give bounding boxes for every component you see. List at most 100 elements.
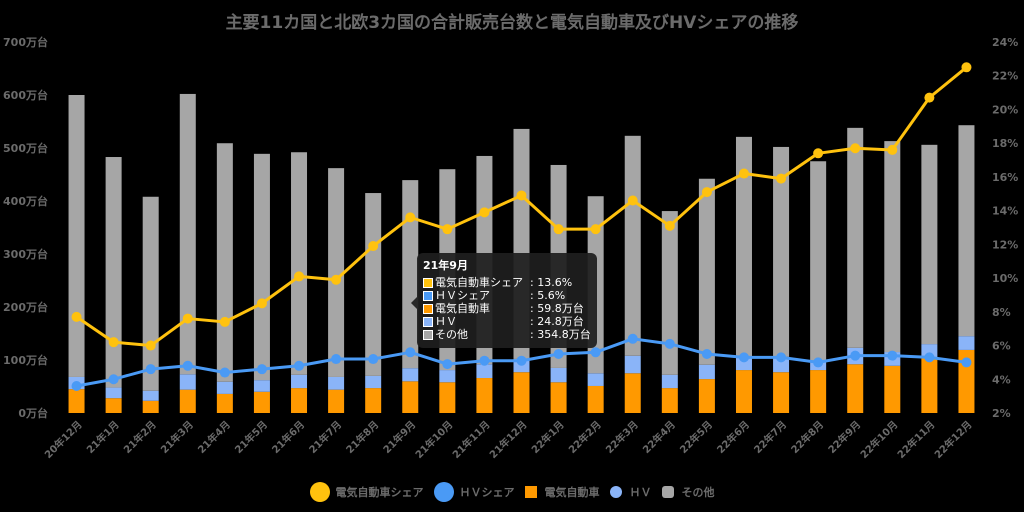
bar-ev[interactable]: [587, 385, 604, 413]
hv-share-point[interactable]: [701, 348, 712, 359]
bar-other[interactable]: [402, 180, 419, 369]
bar-other[interactable]: [253, 153, 270, 381]
legend-item-ev[interactable]: 電気自動車: [524, 484, 600, 500]
bar-other[interactable]: [847, 127, 864, 348]
bar-hv[interactable]: [550, 367, 567, 383]
ev-share-point[interactable]: [701, 187, 712, 198]
bar-other[interactable]: [735, 136, 752, 357]
bar-ev[interactable]: [291, 388, 308, 413]
bar-other[interactable]: [365, 193, 382, 376]
bar-ev[interactable]: [439, 382, 456, 413]
ev-share-point[interactable]: [71, 311, 82, 322]
bar-hv[interactable]: [105, 387, 122, 399]
ev-share-point[interactable]: [219, 316, 230, 327]
bar-ev[interactable]: [884, 365, 901, 413]
bar-ev[interactable]: [105, 398, 122, 413]
bar-hv[interactable]: [624, 355, 641, 374]
ev-share-point[interactable]: [961, 62, 972, 73]
legend-item-hv-share[interactable]: ＨＶシェア: [433, 482, 515, 502]
bar-hv[interactable]: [365, 375, 382, 389]
hv-share-point[interactable]: [405, 347, 416, 358]
bar-ev[interactable]: [661, 388, 678, 413]
bar-other[interactable]: [291, 152, 308, 375]
hv-share-point[interactable]: [182, 360, 193, 371]
hv-share-point[interactable]: [368, 354, 379, 365]
bar-ev[interactable]: [550, 382, 567, 413]
bar-ev[interactable]: [735, 370, 752, 413]
ev-share-point[interactable]: [887, 144, 898, 155]
bar-ev[interactable]: [513, 372, 530, 413]
hv-share-point[interactable]: [553, 348, 564, 359]
bar-hv[interactable]: [958, 336, 975, 350]
bar-other[interactable]: [105, 157, 122, 388]
bar-hv[interactable]: [328, 376, 345, 390]
bar-ev[interactable]: [810, 370, 827, 413]
bar-other[interactable]: [958, 125, 975, 337]
bar-ev[interactable]: [773, 372, 790, 413]
hv-share-point[interactable]: [219, 367, 230, 378]
ev-share-point[interactable]: [368, 241, 379, 252]
bar-other[interactable]: [216, 143, 233, 382]
bar-ev[interactable]: [68, 389, 85, 413]
hv-share-point[interactable]: [256, 364, 267, 375]
bar-ev[interactable]: [476, 378, 493, 413]
bar-other[interactable]: [773, 146, 790, 357]
ev-share-point[interactable]: [479, 207, 490, 218]
hv-share-point[interactable]: [516, 355, 527, 366]
bar-hv[interactable]: [661, 374, 678, 389]
bar-other[interactable]: [624, 135, 641, 356]
legend-item-ev-share[interactable]: 電気自動車シェア: [309, 482, 424, 502]
ev-share-point[interactable]: [294, 271, 305, 282]
bar-hv[interactable]: [476, 364, 493, 379]
bar-other[interactable]: [328, 168, 345, 377]
bar-hv[interactable]: [439, 370, 456, 383]
hv-share-point[interactable]: [813, 357, 824, 368]
hv-share-point[interactable]: [331, 354, 342, 365]
hv-share-point[interactable]: [590, 347, 601, 358]
hv-share-point[interactable]: [145, 364, 156, 375]
ev-share-point[interactable]: [924, 92, 935, 103]
ev-share-point[interactable]: [664, 220, 675, 231]
bar-hv[interactable]: [142, 390, 159, 401]
hv-share-point[interactable]: [664, 338, 675, 349]
bar-other[interactable]: [661, 211, 678, 375]
ev-share-point[interactable]: [813, 148, 824, 159]
bar-hv[interactable]: [179, 374, 196, 390]
bar-other[interactable]: [884, 141, 901, 353]
bar-other[interactable]: [179, 93, 196, 375]
bar-other[interactable]: [698, 178, 715, 365]
ev-share-point[interactable]: [627, 195, 638, 206]
bar-ev[interactable]: [402, 381, 419, 413]
bar-hv[interactable]: [698, 364, 715, 380]
bar-ev[interactable]: [624, 373, 641, 413]
hv-share-point[interactable]: [627, 333, 638, 344]
ev-share-point[interactable]: [776, 173, 787, 184]
ev-share-point[interactable]: [108, 337, 119, 348]
ev-share-point[interactable]: [256, 298, 267, 309]
hv-share-point[interactable]: [294, 360, 305, 371]
bar-ev[interactable]: [921, 357, 938, 413]
bar-ev[interactable]: [216, 393, 233, 413]
hv-share-point[interactable]: [776, 352, 787, 363]
ev-share-point[interactable]: [850, 143, 861, 154]
ev-share-point[interactable]: [442, 224, 453, 235]
hv-share-point[interactable]: [961, 357, 972, 368]
bar-hv[interactable]: [291, 374, 308, 389]
bar-hv[interactable]: [773, 356, 790, 373]
bar-hv[interactable]: [587, 373, 604, 386]
ev-share-point[interactable]: [331, 274, 342, 285]
ev-share-point[interactable]: [590, 224, 601, 235]
hv-share-point[interactable]: [887, 350, 898, 361]
bar-hv[interactable]: [216, 381, 233, 394]
ev-share-point[interactable]: [738, 168, 749, 179]
bar-other[interactable]: [810, 161, 827, 363]
bar-ev[interactable]: [142, 400, 159, 413]
bar-hv[interactable]: [253, 380, 270, 392]
bar-ev[interactable]: [179, 389, 196, 413]
ev-share-point[interactable]: [553, 224, 564, 235]
bar-ev[interactable]: [847, 364, 864, 413]
bar-ev[interactable]: [365, 388, 382, 413]
bar-ev[interactable]: [958, 349, 975, 413]
bar-ev[interactable]: [698, 379, 715, 413]
bar-ev[interactable]: [328, 389, 345, 413]
